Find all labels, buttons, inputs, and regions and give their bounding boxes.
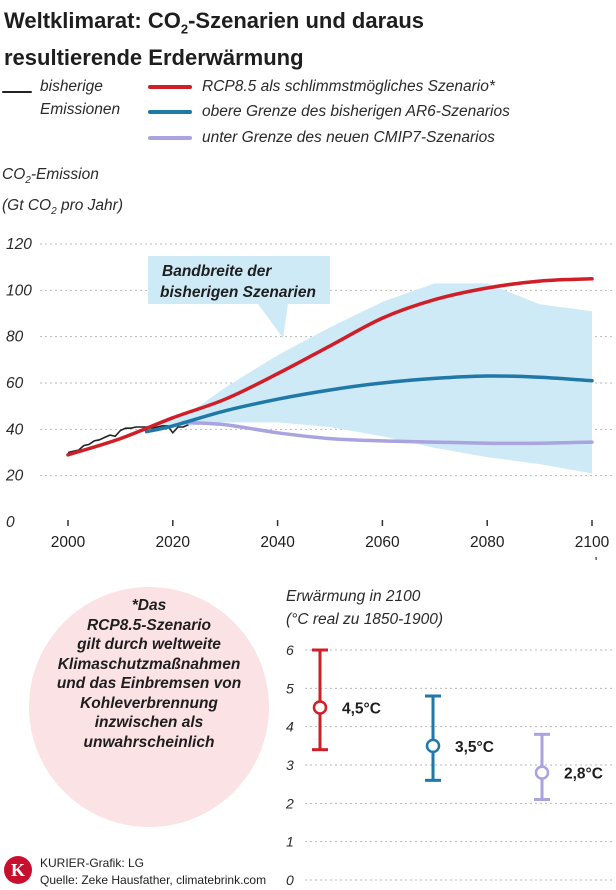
y-tick-label-20: 20 bbox=[5, 468, 24, 485]
legend-cmip7: unter Grenze des neuen CMIP7-Szenarios bbox=[202, 129, 495, 146]
warming-y-tick-label-4: 4 bbox=[286, 719, 294, 735]
warming-point-rcp85: 4,5°C bbox=[312, 648, 381, 752]
legend-swatch-rcp85 bbox=[148, 85, 192, 89]
y-tick-label-60: 60 bbox=[6, 375, 24, 392]
x-tick-label-2060: 2060 bbox=[365, 534, 400, 551]
point-marker-rcp85 bbox=[312, 700, 328, 715]
point-marker-ar6 bbox=[425, 738, 441, 754]
legend-rcp85: RCP8.5 als schlimmstmögliches Szenario* bbox=[202, 78, 495, 95]
y-axis-label: CO2-Emission (Gt CO2 pro Jahr) bbox=[2, 166, 123, 218]
title-line-2: resultierende Erderwärmung bbox=[4, 45, 304, 71]
warming-title-line-1: Erwärmung in 2100 bbox=[286, 588, 421, 605]
point-marker-cmip7 bbox=[534, 765, 550, 780]
point-label-cmip7: 2,8°C bbox=[564, 766, 603, 783]
warming-point-cmip7: 2,8°C bbox=[534, 732, 603, 801]
y-tick-label-120: 120 bbox=[6, 236, 32, 253]
footnote-circle bbox=[29, 587, 269, 827]
x-tick-label-2080: 2080 bbox=[470, 534, 505, 551]
warming-y-tick-label-2: 2 bbox=[285, 795, 294, 811]
y-tick-label-0: 0 bbox=[6, 514, 15, 531]
legend-swatch-historic bbox=[2, 91, 32, 93]
warming-y-tick-label-5: 5 bbox=[286, 680, 294, 696]
warming-title-line-2: (°C real zu 1850-1900) bbox=[286, 611, 443, 628]
series-line-rcp85 bbox=[66, 277, 594, 457]
point-label-ar6: 3,5°C bbox=[455, 739, 494, 756]
y-tick-label-80: 80 bbox=[6, 329, 24, 346]
legend-swatch-ar6 bbox=[148, 110, 192, 114]
warming-y-tick-label-3: 3 bbox=[286, 757, 294, 773]
footnote-text: *Das RCP8.5-Szenario gilt durch weltweit… bbox=[56, 597, 242, 751]
legend-swatch-cmip7 bbox=[148, 136, 192, 140]
band-label-line-1: Bandbreite der bbox=[162, 263, 272, 280]
series-line-cmip7 bbox=[181, 420, 594, 446]
x-tick-label-2000: 2000 bbox=[51, 534, 86, 551]
credit-line: KURIER-Grafik: LG bbox=[40, 856, 145, 870]
warming-y-tick-label-1: 1 bbox=[286, 834, 294, 850]
kurier-logo: K bbox=[4, 856, 32, 884]
x-tick-label-2020: 2020 bbox=[156, 534, 191, 551]
warming-point-ar6: 3,5°C bbox=[425, 694, 494, 782]
source-line: Quelle: Zeke Hausfather, climatebrink.co… bbox=[40, 873, 267, 887]
y-tick-label-40: 40 bbox=[6, 421, 24, 438]
x-tick-label-2040: 2040 bbox=[260, 534, 295, 551]
scenario-band bbox=[146, 283, 592, 474]
warming-y-tick-label-6: 6 bbox=[286, 642, 294, 658]
x-tick-label-2100: 2100 bbox=[575, 534, 610, 551]
title-line-1: Weltklimarat: CO2-Szenarien und daraus bbox=[4, 8, 425, 37]
connector-arrow bbox=[595, 556, 597, 560]
y-tick-label-100: 100 bbox=[6, 282, 32, 299]
warming-y-tick-label-0: 0 bbox=[286, 872, 294, 888]
legend-ar6: obere Grenze des bisherigen AR6-Szenario… bbox=[202, 103, 510, 120]
band-callout: Bandbreite der bisherigen Szenarien bbox=[148, 256, 330, 338]
legend-historic: bisherige Emissionen bbox=[40, 78, 121, 118]
band-label-line-2: bisherigen Szenarien bbox=[160, 284, 316, 301]
series-line-ar6 bbox=[144, 374, 594, 434]
page-title: Weltklimarat: CO2-Szenarien und daraus r… bbox=[4, 6, 604, 72]
point-label-rcp85: 4,5°C bbox=[342, 701, 381, 718]
